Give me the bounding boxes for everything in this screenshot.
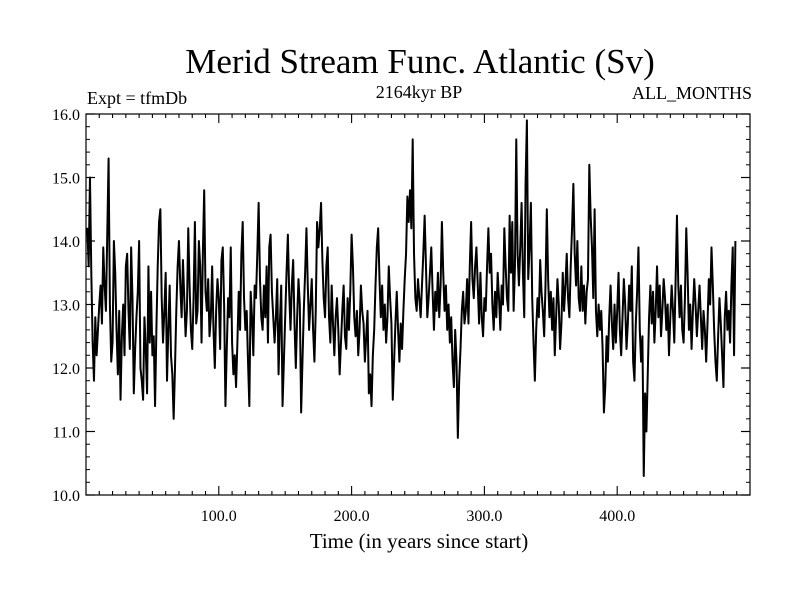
y-tick-label: 14.0 bbox=[52, 234, 80, 251]
x-tick-label: 100.0 bbox=[201, 508, 237, 525]
months-label: ALL_MONTHS bbox=[632, 83, 752, 103]
data-line bbox=[86, 119, 737, 477]
y-tick-label: 11.0 bbox=[53, 425, 80, 442]
x-tick-label: 200.0 bbox=[334, 508, 370, 525]
y-axis: 10.0 11.0 12.0 13.0 14.0 15.0 16.0 bbox=[52, 107, 750, 505]
y-tick-label: 13.0 bbox=[52, 298, 80, 315]
x-axis-label: Time (in years since start) bbox=[310, 529, 529, 553]
y-tick-label: 16.0 bbox=[52, 107, 80, 124]
x-tick-label: 400.0 bbox=[599, 508, 635, 525]
y-tick-label: 12.0 bbox=[52, 361, 80, 378]
time-period-label: 2164kyr BP bbox=[376, 82, 463, 102]
y-tick-label: 10.0 bbox=[52, 488, 80, 505]
x-tick-label: 300.0 bbox=[466, 508, 502, 525]
x-axis: 100.0 200.0 300.0 400.0 bbox=[98, 114, 738, 525]
experiment-label: Expt = tfmDb bbox=[87, 88, 187, 108]
chart-title: Merid Stream Func. Atlantic (Sv) bbox=[185, 42, 655, 81]
y-tick-label: 15.0 bbox=[52, 171, 80, 188]
